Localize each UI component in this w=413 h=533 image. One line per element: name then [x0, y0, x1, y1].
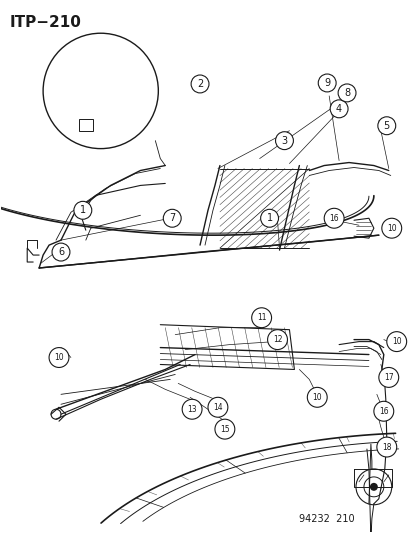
Text: 12: 12 — [272, 335, 282, 344]
Circle shape — [377, 117, 395, 135]
Circle shape — [373, 401, 393, 421]
Text: 16: 16 — [378, 407, 388, 416]
Text: 9: 9 — [323, 78, 330, 88]
Text: 10: 10 — [391, 337, 401, 346]
Text: 18: 18 — [381, 442, 391, 451]
Text: 15: 15 — [220, 425, 229, 434]
Text: 94232  210: 94232 210 — [299, 514, 354, 523]
Text: 1: 1 — [80, 205, 85, 215]
Text: 4: 4 — [335, 104, 341, 114]
Text: 10: 10 — [386, 224, 396, 233]
Text: 8: 8 — [343, 88, 349, 98]
Circle shape — [337, 84, 355, 102]
Text: 13: 13 — [187, 405, 197, 414]
Text: 17: 17 — [383, 373, 393, 382]
Text: ITP−210: ITP−210 — [9, 15, 81, 30]
Circle shape — [251, 308, 271, 328]
Text: 3: 3 — [281, 136, 287, 146]
Text: 2: 2 — [197, 79, 203, 89]
Circle shape — [49, 348, 69, 367]
Circle shape — [318, 74, 335, 92]
Circle shape — [163, 209, 181, 227]
Circle shape — [214, 419, 234, 439]
Text: 10: 10 — [312, 393, 321, 402]
Circle shape — [369, 483, 377, 491]
Circle shape — [381, 218, 401, 238]
Circle shape — [52, 243, 70, 261]
Text: 7: 7 — [169, 213, 175, 223]
Circle shape — [386, 332, 406, 352]
Text: 6: 6 — [58, 247, 64, 257]
Text: 10: 10 — [54, 353, 64, 362]
Circle shape — [323, 208, 343, 228]
Circle shape — [330, 100, 347, 118]
Circle shape — [207, 397, 227, 417]
Circle shape — [182, 399, 202, 419]
Text: 5: 5 — [383, 121, 389, 131]
Circle shape — [260, 209, 278, 227]
Circle shape — [43, 33, 158, 149]
Circle shape — [306, 387, 326, 407]
Circle shape — [376, 437, 396, 457]
Text: 1: 1 — [266, 213, 272, 223]
Circle shape — [74, 201, 92, 219]
Text: 11: 11 — [256, 313, 266, 322]
Circle shape — [267, 330, 287, 350]
Circle shape — [191, 75, 209, 93]
Text: 16: 16 — [328, 214, 338, 223]
Circle shape — [378, 367, 398, 387]
Text: 14: 14 — [213, 403, 222, 412]
Circle shape — [275, 132, 293, 150]
